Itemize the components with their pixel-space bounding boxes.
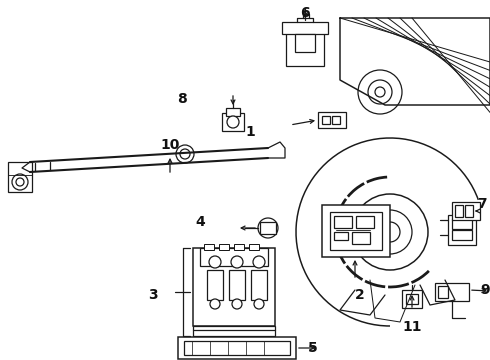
Circle shape	[16, 178, 24, 186]
Bar	[455, 205, 463, 217]
Text: 6: 6	[300, 6, 310, 20]
Bar	[207, 270, 223, 300]
Circle shape	[358, 70, 402, 114]
Circle shape	[176, 145, 194, 163]
Bar	[322, 116, 330, 124]
Circle shape	[227, 116, 239, 128]
Bar	[402, 290, 422, 308]
Circle shape	[368, 80, 392, 104]
Bar	[260, 222, 276, 234]
Bar	[178, 337, 296, 359]
Bar	[452, 230, 472, 240]
Bar	[204, 244, 214, 250]
Bar	[334, 216, 352, 228]
Circle shape	[231, 256, 243, 268]
Circle shape	[263, 223, 273, 233]
Circle shape	[180, 149, 190, 159]
Circle shape	[368, 210, 412, 254]
Bar	[438, 286, 448, 298]
Circle shape	[209, 256, 221, 268]
Circle shape	[254, 299, 264, 309]
Bar	[193, 326, 275, 336]
Circle shape	[352, 194, 428, 270]
Bar	[184, 341, 290, 355]
Text: 7: 7	[477, 197, 487, 211]
Bar	[322, 205, 390, 257]
Bar	[452, 219, 472, 229]
Bar	[226, 108, 240, 116]
Text: 3: 3	[148, 288, 158, 302]
Text: 2: 2	[355, 288, 365, 302]
Bar	[465, 205, 473, 217]
Circle shape	[380, 222, 400, 242]
Circle shape	[375, 87, 385, 97]
Circle shape	[12, 174, 28, 190]
Circle shape	[253, 256, 265, 268]
Bar	[295, 34, 315, 52]
Bar	[435, 283, 469, 301]
Text: 11: 11	[402, 320, 422, 334]
Bar	[222, 113, 244, 131]
Text: 8: 8	[177, 92, 187, 106]
Bar	[8, 162, 32, 192]
Bar	[249, 244, 259, 250]
Bar	[330, 212, 382, 250]
Bar	[334, 232, 348, 240]
Text: 4: 4	[195, 215, 205, 229]
Text: 5: 5	[308, 341, 318, 355]
Bar	[286, 28, 324, 66]
Text: 10: 10	[160, 138, 180, 152]
Circle shape	[232, 299, 242, 309]
Bar	[251, 270, 267, 300]
Circle shape	[258, 218, 278, 238]
Bar	[356, 216, 374, 228]
Bar	[318, 112, 346, 128]
Bar	[352, 232, 370, 244]
Bar	[452, 202, 480, 220]
Bar	[219, 244, 229, 250]
Bar	[200, 248, 268, 266]
Bar	[282, 22, 328, 34]
Bar	[406, 294, 418, 304]
Bar	[193, 248, 275, 326]
Circle shape	[210, 299, 220, 309]
Bar	[234, 244, 244, 250]
Bar	[448, 215, 476, 245]
Bar	[229, 270, 245, 300]
Bar	[332, 116, 340, 124]
Text: 1: 1	[245, 125, 255, 139]
Text: 9: 9	[480, 283, 490, 297]
